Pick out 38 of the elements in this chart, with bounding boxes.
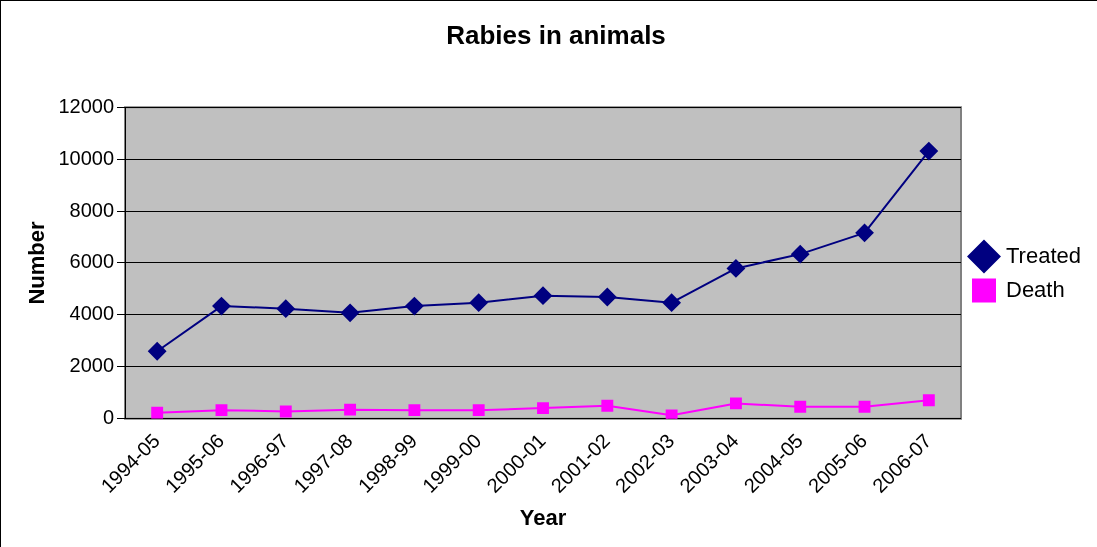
point (215, 404, 228, 417)
point (344, 403, 357, 416)
point (472, 404, 485, 417)
point (341, 303, 360, 322)
point (665, 409, 678, 419)
point (662, 293, 681, 312)
y-tick-label: 6000 (69, 250, 115, 273)
y-tick-label: 4000 (69, 302, 115, 325)
legend-label: Treated (1006, 242, 1082, 268)
point (148, 342, 167, 361)
y-tick-label: 8000 (69, 198, 115, 221)
point (534, 286, 553, 305)
y-tick-label: 12000 (58, 94, 115, 117)
y-tick-label: 10000 (58, 146, 115, 169)
y-tick-label: 0 (102, 406, 115, 429)
point (601, 399, 614, 412)
point (726, 259, 745, 278)
point (276, 299, 295, 318)
x-axis-title: Year (519, 504, 567, 530)
point (858, 400, 871, 413)
point (919, 142, 938, 161)
point (405, 297, 424, 316)
point (794, 400, 807, 413)
point (855, 223, 874, 242)
point (598, 287, 617, 306)
point (922, 394, 935, 407)
point (469, 293, 488, 312)
chart-title: Rabies in animals (446, 19, 666, 50)
point (408, 404, 421, 417)
point (151, 406, 164, 419)
point (791, 245, 810, 264)
point (729, 397, 742, 410)
y-axis-title: Number (24, 220, 50, 305)
y-tick-label: 2000 (69, 354, 115, 377)
point (279, 405, 292, 418)
point (212, 297, 231, 316)
legend-label: Death (1006, 276, 1065, 302)
point (537, 402, 549, 415)
